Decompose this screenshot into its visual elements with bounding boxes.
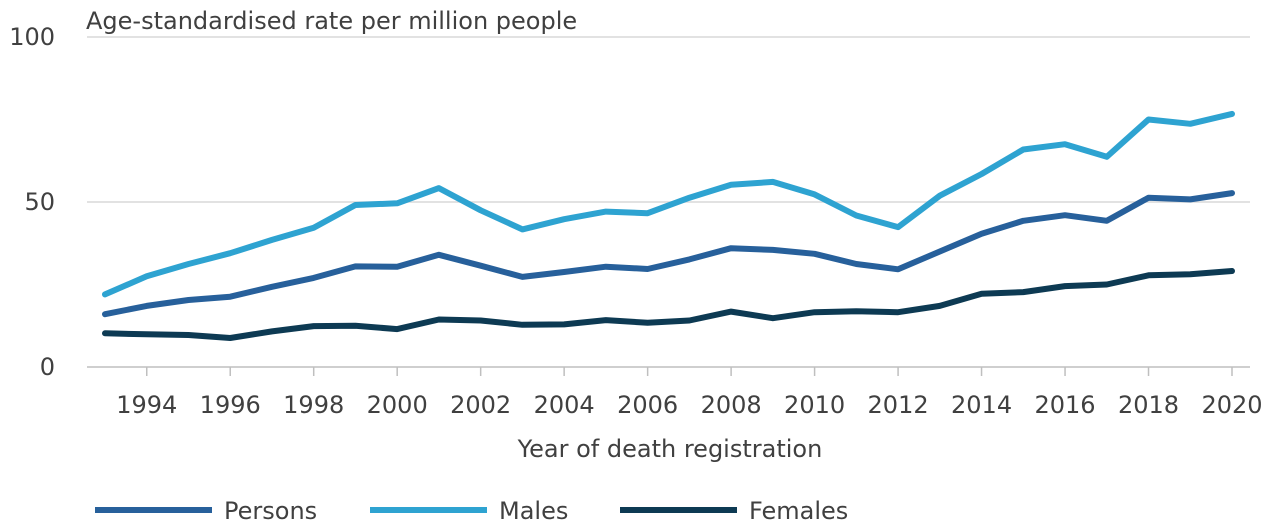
series-line-persons: [102, 190, 1235, 318]
y-tick-label: 50: [24, 188, 55, 216]
y-tick-label: 100: [9, 23, 55, 51]
x-tick-label: 2002: [450, 391, 511, 419]
x-tick-label: 2014: [951, 391, 1012, 419]
x-tick-label: 2012: [868, 391, 929, 419]
x-tick-label: 1996: [200, 391, 261, 419]
y-tick-labels: 0 50 100: [9, 23, 55, 381]
x-tick-label: 1994: [116, 391, 177, 419]
x-tick-label: 2000: [367, 391, 428, 419]
x-tick-label: 2006: [617, 391, 678, 419]
x-tick-label: 2008: [701, 391, 762, 419]
x-tick-label: 2016: [1034, 391, 1095, 419]
x-axis-label: Year of death registration: [517, 435, 823, 463]
x-tick-labels: 1994 1996 1998 2000 2002 2004 2006 2008 2010 2012…: [116, 367, 1263, 419]
legend-label-persons: Persons: [224, 497, 317, 523]
gridlines: [87, 36, 1250, 203]
x-tick-label: 2010: [784, 391, 845, 419]
legend-label-females: Females: [749, 497, 848, 523]
x-tick-label: 2004: [534, 391, 595, 419]
y-axis-label: Age-standardised rate per million people: [86, 7, 577, 35]
x-tick-label: 2020: [1201, 391, 1262, 419]
legend: Persons Males Females: [95, 497, 848, 523]
series-lines: [102, 110, 1235, 341]
y-tick-label: 0: [40, 353, 55, 381]
x-tick-label: 1998: [283, 391, 344, 419]
series-line-females: [102, 268, 1235, 341]
x-tick-label: 2018: [1118, 391, 1179, 419]
series-line-males: [102, 110, 1235, 298]
legend-label-males: Males: [499, 497, 568, 523]
